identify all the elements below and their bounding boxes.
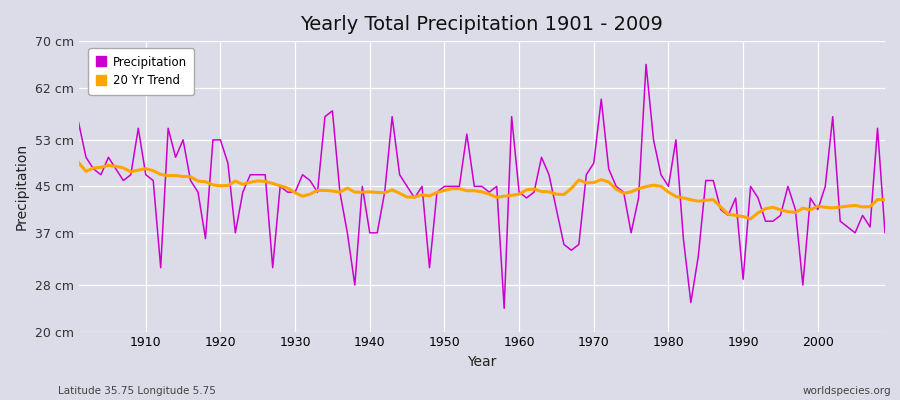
Legend: Precipitation, 20 Yr Trend: Precipitation, 20 Yr Trend [88,48,194,94]
X-axis label: Year: Year [467,355,497,369]
Text: Latitude 35.75 Longitude 5.75: Latitude 35.75 Longitude 5.75 [58,386,216,396]
Text: worldspecies.org: worldspecies.org [803,386,891,396]
Y-axis label: Precipitation: Precipitation [15,143,29,230]
Title: Yearly Total Precipitation 1901 - 2009: Yearly Total Precipitation 1901 - 2009 [301,15,663,34]
